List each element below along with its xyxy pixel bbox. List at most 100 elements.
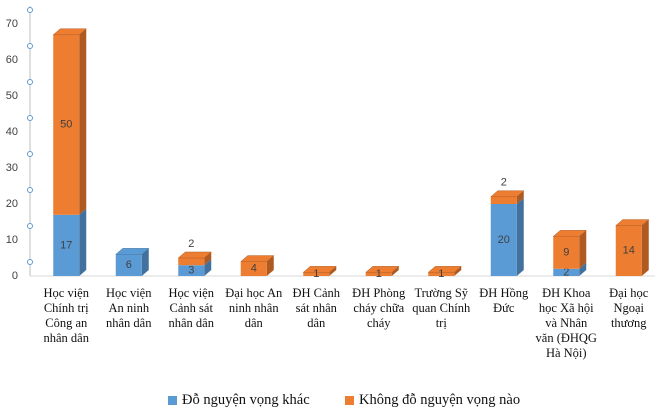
data-label: 1 <box>313 268 319 280</box>
bar-segment <box>115 248 150 276</box>
bar-side <box>141 248 149 276</box>
bar-front <box>115 254 142 276</box>
bar-segment <box>177 251 212 266</box>
data-label: 3 <box>188 265 194 277</box>
data-label: 1 <box>376 268 382 280</box>
y-tick-label: 0 <box>12 270 18 282</box>
x-tick-label: Học viện Chính trị Công an nhân dân <box>43 286 89 345</box>
y-tick-label: 50 <box>6 90 18 102</box>
x-tick-label: ĐH Hồng Đức <box>479 286 529 315</box>
x-tick-label: ĐH Phòng cháy chữa cháy <box>352 286 406 330</box>
bar-front <box>490 196 517 204</box>
bar-segment <box>490 190 525 204</box>
data-label: 14 <box>623 245 635 257</box>
y-tick-label: 40 <box>6 126 18 138</box>
bar-side <box>79 28 87 215</box>
y-tick-label: 60 <box>6 54 18 66</box>
x-tick-label: ĐH Cảnh sát nhân dân <box>292 286 341 330</box>
bar-side <box>79 208 87 276</box>
bar-segment <box>553 262 587 276</box>
bar-side <box>391 266 399 276</box>
bar-side <box>204 252 212 266</box>
bar-side <box>516 190 524 204</box>
y-tick-label: 20 <box>6 198 18 210</box>
bar-top <box>365 266 400 273</box>
data-label: 2 <box>188 238 194 250</box>
x-tick-label: ĐH Khoa học Xã hội và Nhân văn (ĐHQG Hà … <box>535 286 597 360</box>
bar-front <box>240 261 267 276</box>
legend-swatch <box>345 396 354 405</box>
data-label: 20 <box>498 234 510 246</box>
data-label: 2 <box>563 266 569 278</box>
bar-side <box>516 198 524 276</box>
bar-top <box>240 255 275 262</box>
bar-front <box>490 204 517 276</box>
bar-side <box>579 230 587 269</box>
data-label: 4 <box>251 263 257 275</box>
bar-front <box>553 236 580 269</box>
tick-mark <box>27 115 33 121</box>
bar-side <box>579 262 587 276</box>
legend-label: Đỗ nguyện vọng khác <box>182 392 310 408</box>
tick-mark <box>27 79 33 85</box>
bar-segment <box>302 266 337 276</box>
bar-segment <box>52 28 87 215</box>
bar-top <box>115 248 150 255</box>
bar-side <box>204 259 212 276</box>
legend-label: Không đỗ nguyện vọng nào <box>359 392 521 408</box>
x-tick-label: Trường Sỹ quan Chính trị <box>412 286 471 330</box>
bar-front <box>53 214 80 276</box>
y-tick-label: 10 <box>6 234 18 246</box>
bar-segment <box>240 255 275 276</box>
bar-front <box>365 272 392 276</box>
y-tick-label: 30 <box>6 162 18 174</box>
bar-side <box>266 255 274 276</box>
tick-mark <box>27 259 33 265</box>
bar-segment <box>490 198 524 276</box>
data-label: 50 <box>60 119 72 131</box>
x-tick-label: Đại học An ninh nhân dân <box>225 286 283 330</box>
bar-top <box>552 230 587 237</box>
bar-segment <box>365 266 400 276</box>
bar-segment <box>427 266 462 276</box>
bar-top <box>490 190 525 198</box>
bar-side <box>454 266 462 276</box>
bar-top <box>615 219 650 226</box>
bar-top <box>302 266 337 273</box>
data-label: 9 <box>563 247 569 259</box>
bar-front <box>303 272 330 276</box>
bar-side <box>329 266 337 276</box>
bar-segment <box>178 259 212 276</box>
x-tick-label: Học viện An ninh nhân dân <box>106 286 152 330</box>
legend-item: Không đỗ nguyện vọng nào <box>345 392 520 409</box>
bar-segment <box>552 230 587 269</box>
tick-mark <box>27 43 33 49</box>
tick-mark <box>27 223 33 229</box>
bar-front <box>178 258 205 266</box>
y-tick-label: 70 <box>6 18 18 30</box>
x-tick-label: Đại học Ngoại thương <box>609 286 649 330</box>
bar-front <box>615 225 642 276</box>
tick-mark <box>27 7 33 13</box>
bar-top <box>177 251 212 259</box>
bar-side <box>641 219 649 276</box>
bar-segment <box>615 219 650 276</box>
data-label: 17 <box>60 239 72 251</box>
bar-top <box>52 28 87 36</box>
bar-top <box>427 266 462 273</box>
data-label: 2 <box>501 177 507 189</box>
legend-swatch <box>168 396 177 405</box>
bar-front <box>178 265 205 276</box>
bar-segment <box>53 208 87 276</box>
data-label: 1 <box>438 268 444 280</box>
legend-item: Đỗ nguyện vọng khác <box>168 392 310 409</box>
data-label: 6 <box>126 259 132 271</box>
bar-front <box>553 268 580 276</box>
tick-mark <box>27 187 33 193</box>
x-tick-label: Học viện Cảnh sát nhân dân <box>168 286 214 330</box>
bar-front <box>53 34 80 215</box>
bar-front <box>428 272 455 276</box>
tick-mark <box>27 151 33 157</box>
